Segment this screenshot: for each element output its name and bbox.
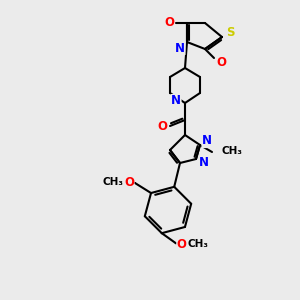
Text: CH₃: CH₃ xyxy=(103,177,124,187)
Text: CH₃: CH₃ xyxy=(187,239,208,249)
Text: O: O xyxy=(216,56,226,68)
Text: CH₃: CH₃ xyxy=(222,146,243,156)
Text: N: N xyxy=(171,94,181,107)
Text: O: O xyxy=(177,238,187,251)
Text: N: N xyxy=(199,157,209,169)
Text: N: N xyxy=(202,134,212,148)
Text: O: O xyxy=(124,176,134,188)
Text: O: O xyxy=(157,121,167,134)
Text: N: N xyxy=(175,41,185,55)
Text: S: S xyxy=(226,26,234,38)
Text: O: O xyxy=(164,16,174,29)
